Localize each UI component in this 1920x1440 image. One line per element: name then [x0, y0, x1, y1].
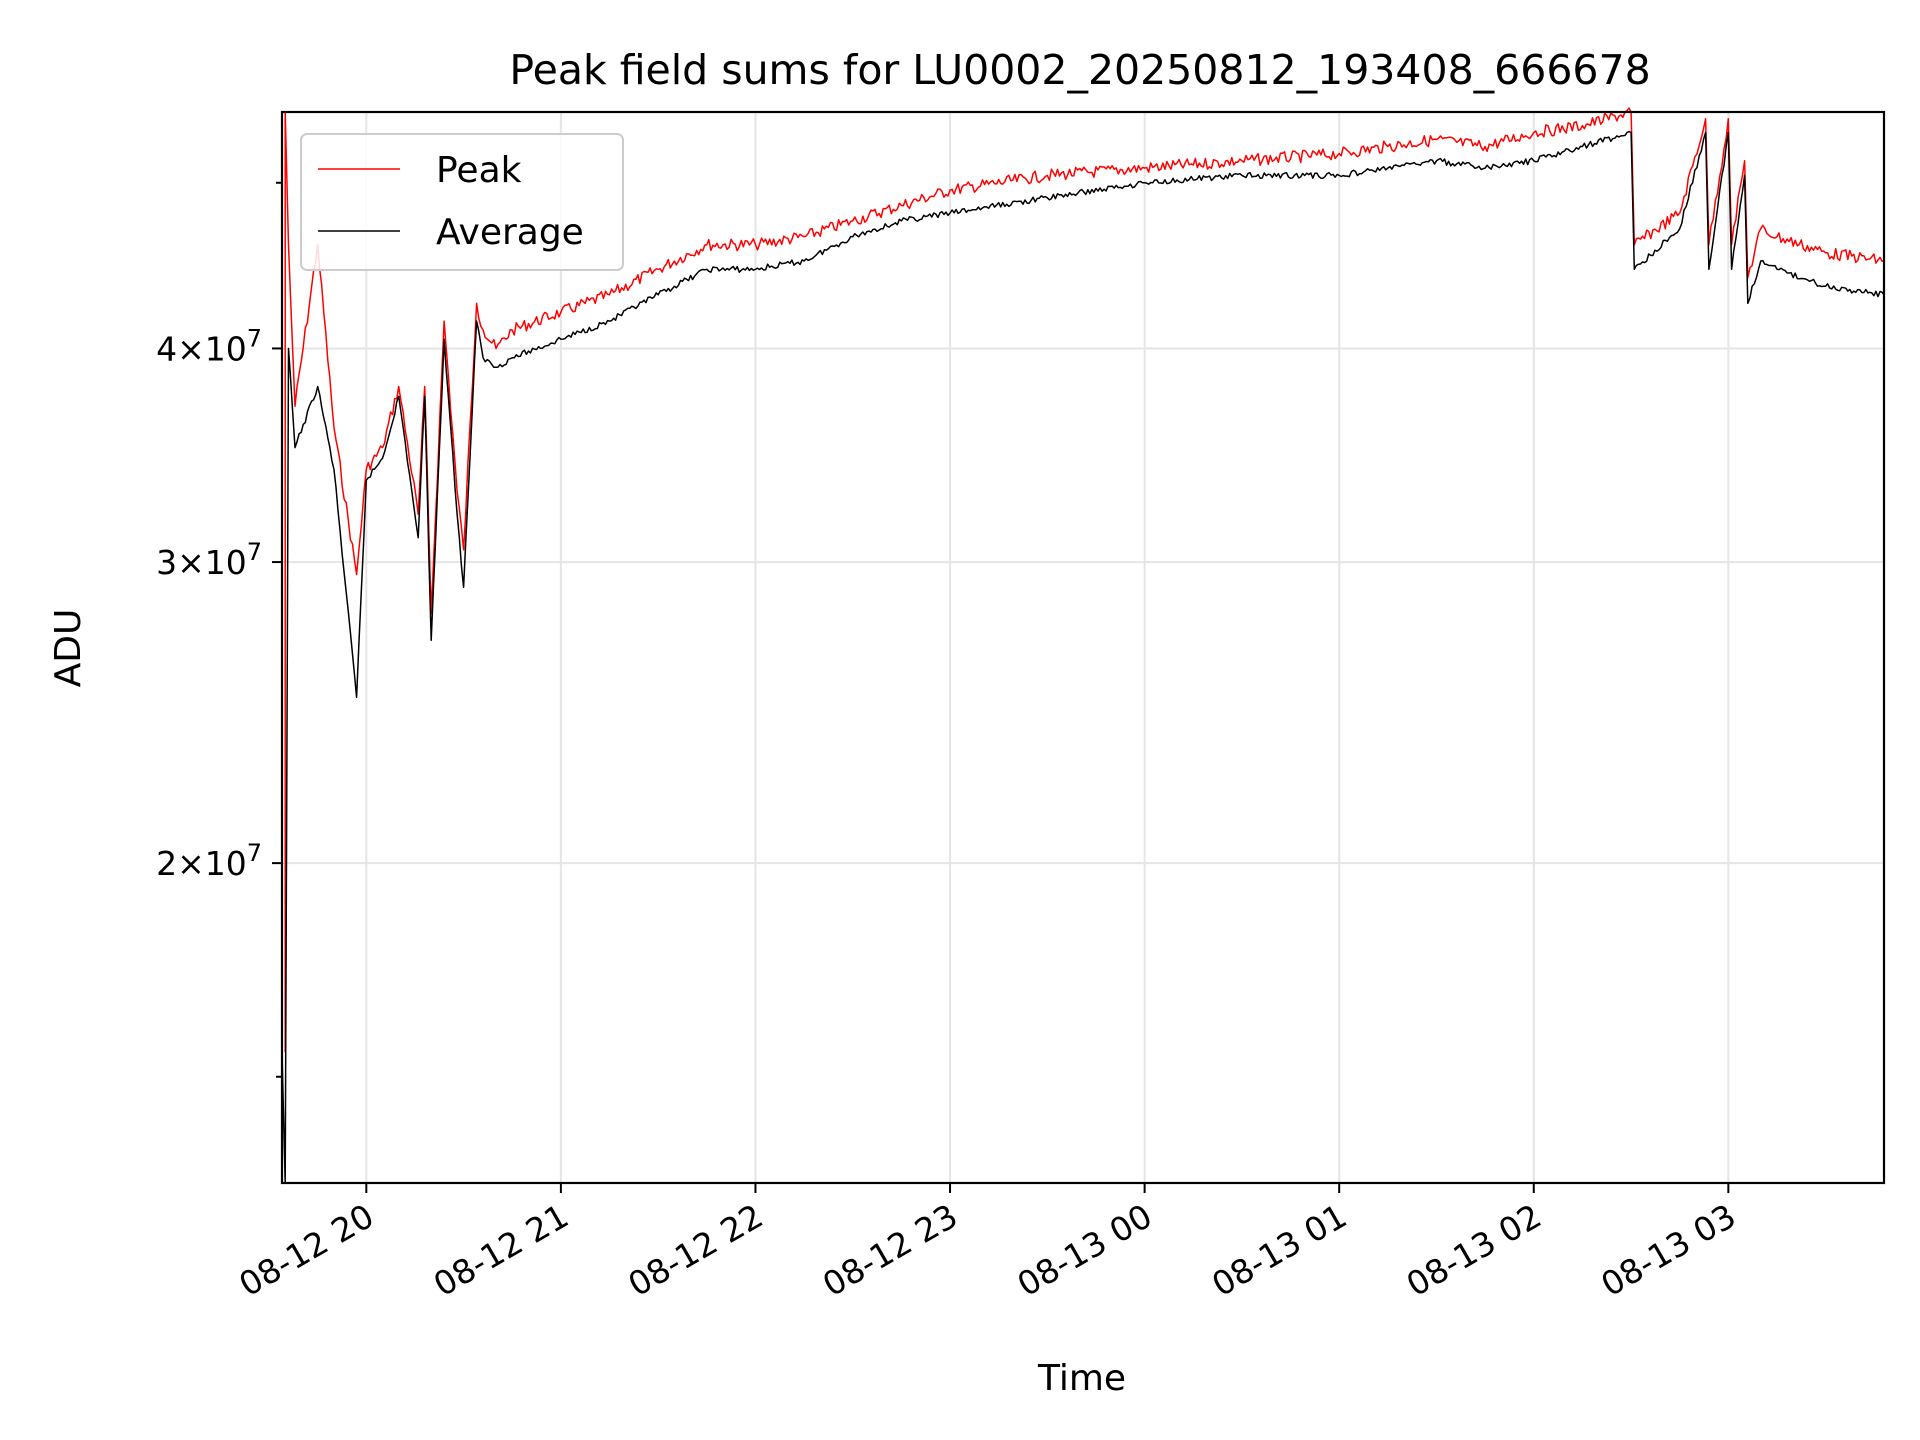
- series-line-average: [281, 130, 1885, 1184]
- legend-box: [300, 133, 624, 271]
- chart-title: Peak field sums for LU0002_20250812_1934…: [509, 46, 1650, 94]
- legend: Peak Average: [300, 133, 624, 271]
- y-axis-ticks: 2×107 3×107 4×107: [156, 181, 282, 1078]
- grid: [282, 112, 1884, 1183]
- legend-label-peak: Peak: [436, 150, 522, 191]
- legend-label-average: Average: [436, 212, 584, 253]
- x-axis-label: Time: [1037, 1358, 1126, 1399]
- y-axis-label: ADU: [48, 609, 89, 688]
- y-tick-label: 4×107: [156, 324, 262, 368]
- y-tick-label: 2×107: [156, 839, 262, 883]
- plot-frame: [280, 110, 1886, 1185]
- y-tick-label: 3×107: [156, 538, 262, 582]
